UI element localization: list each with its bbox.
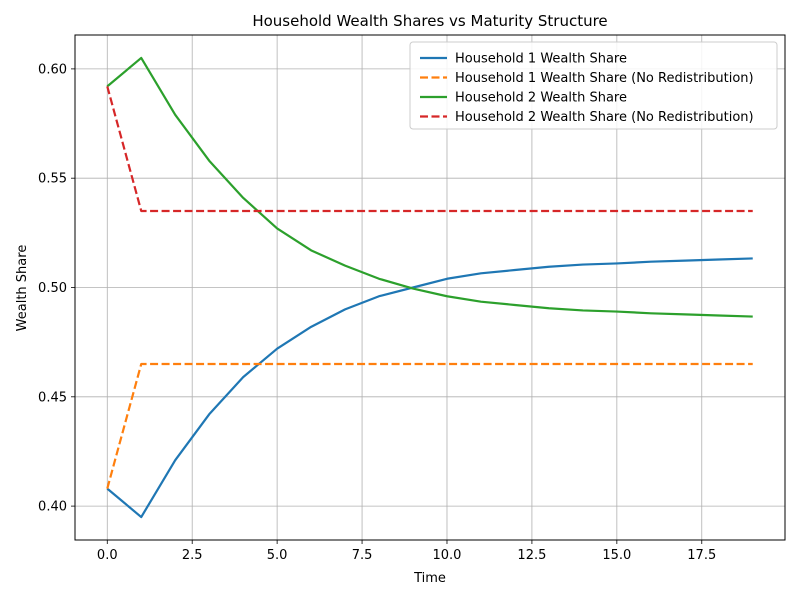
x-tick-label: 7.5 [352,548,373,563]
legend-label-4: Household 2 Wealth Share (No Redistribut… [455,110,754,125]
legend-box [409,41,778,130]
x-tick-label: 12.5 [517,548,546,563]
x-tick-label: 5.0 [267,548,288,563]
y-tick-label: 0.55 [38,172,67,187]
legend-label-1: Household 1 Wealth Share [455,52,627,67]
legend: Household 1 Wealth Share Household 1 Weal… [409,41,778,130]
x-tick-label: 0.0 [97,548,118,563]
chart-title: Household Wealth Shares vs Maturity Stru… [252,12,607,30]
ticks: 0.0 2.5 5.0 7.5 10.0 12.5 15.0 17.5 0.40 0.45 0.50… [38,62,716,563]
x-tick-label: 10.0 [433,548,462,563]
y-tick-label: 0.45 [38,390,67,405]
y-tick-label: 0.40 [38,500,67,515]
x-tick-label: 17.5 [687,548,716,563]
series-layer [106,56,753,519]
series-line-2 [106,362,753,489]
series-line-4 [106,86,753,213]
y-tick-label: 0.50 [38,281,67,296]
series-line-1 [106,257,753,519]
x-tick-label: 15.0 [602,548,631,563]
y-tick-label: 0.60 [38,62,67,77]
x-tick-label: 2.5 [182,548,203,563]
legend-label-3: Household 2 Wealth Share [455,91,627,106]
y-axis-label: Wealth Share [15,245,30,332]
x-axis-label: Time [413,571,446,586]
series-line-3 [106,56,753,318]
legend-label-2: Household 1 Wealth Share (No Redistribut… [455,71,754,86]
